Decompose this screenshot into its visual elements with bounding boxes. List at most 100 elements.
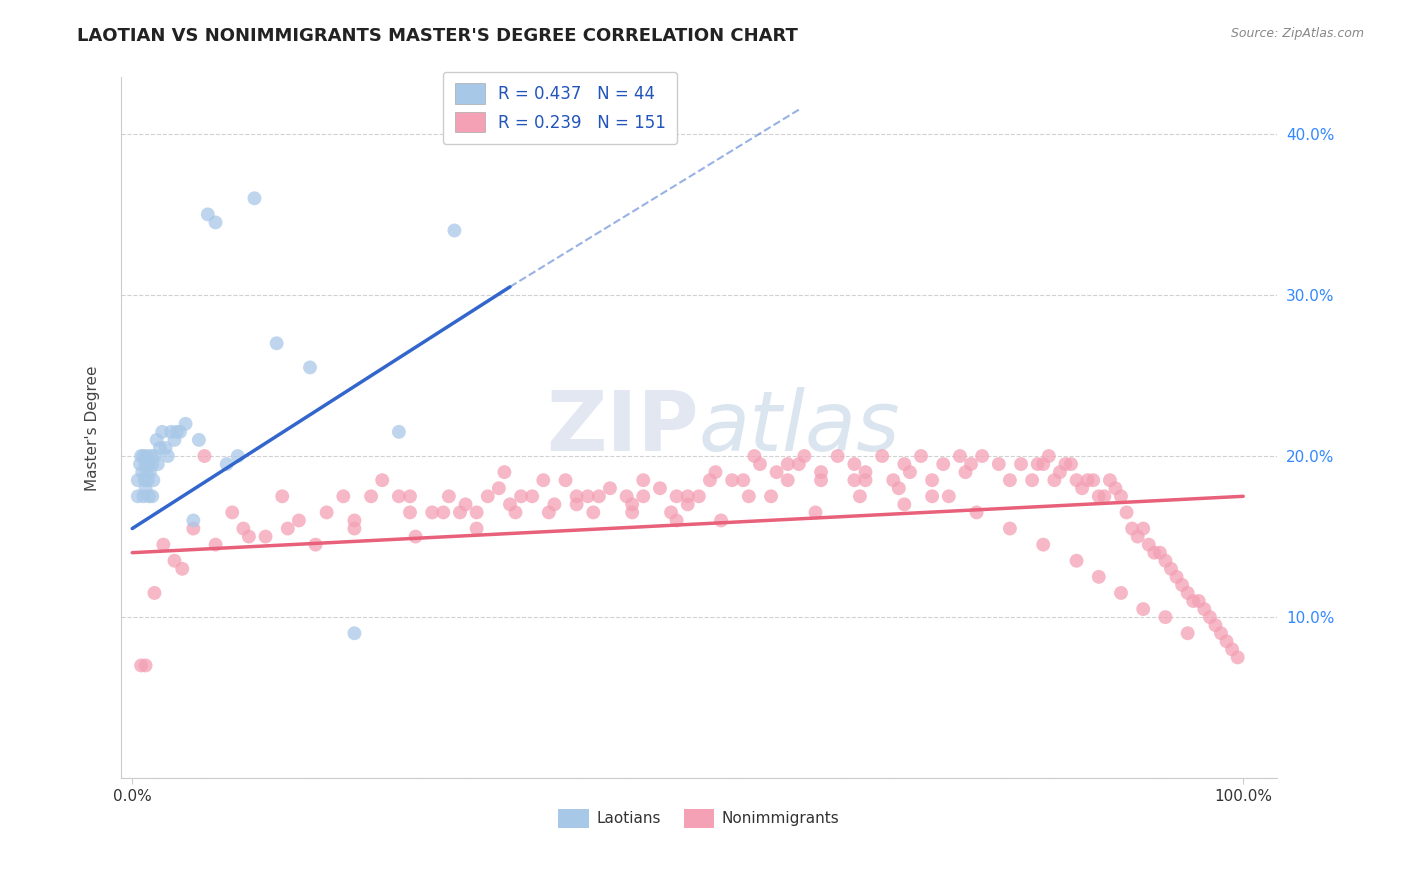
- Point: [748, 457, 770, 471]
- Point: [204, 538, 226, 552]
- Point: [1026, 457, 1049, 471]
- Point: [298, 360, 321, 375]
- Point: [150, 425, 173, 439]
- Point: [543, 497, 565, 511]
- Point: [221, 505, 243, 519]
- Point: [1154, 554, 1177, 568]
- Point: [254, 530, 277, 544]
- Point: [810, 473, 832, 487]
- Point: [420, 505, 443, 519]
- Point: [145, 433, 167, 447]
- Point: [193, 449, 215, 463]
- Point: [132, 449, 155, 463]
- Y-axis label: Master's Degree: Master's Degree: [86, 365, 100, 491]
- Point: [844, 457, 866, 471]
- Legend: Laotians, Nonimmigrants: Laotians, Nonimmigrants: [553, 803, 846, 834]
- Point: [921, 473, 943, 487]
- Point: [187, 433, 209, 447]
- Point: [1132, 522, 1154, 536]
- Point: [139, 449, 162, 463]
- Point: [271, 489, 294, 503]
- Point: [132, 489, 155, 503]
- Point: [135, 449, 157, 463]
- Point: [388, 425, 411, 439]
- Point: [887, 481, 910, 495]
- Point: [633, 473, 655, 487]
- Point: [172, 562, 194, 576]
- Point: [1032, 538, 1054, 552]
- Point: [1188, 594, 1211, 608]
- Point: [565, 489, 588, 503]
- Point: [288, 513, 311, 527]
- Point: [149, 441, 172, 455]
- Point: [160, 425, 183, 439]
- Point: [1010, 457, 1032, 471]
- Point: [648, 481, 671, 495]
- Point: [499, 497, 522, 511]
- Point: [1220, 642, 1243, 657]
- Point: [174, 417, 197, 431]
- Point: [163, 554, 186, 568]
- Point: [465, 505, 488, 519]
- Point: [554, 473, 576, 487]
- Point: [129, 658, 152, 673]
- Point: [616, 489, 638, 503]
- Point: [621, 497, 644, 511]
- Point: [226, 449, 249, 463]
- Point: [870, 449, 893, 463]
- Point: [1226, 650, 1249, 665]
- Point: [443, 223, 465, 237]
- Point: [522, 489, 544, 503]
- Point: [827, 449, 849, 463]
- Point: [765, 465, 787, 479]
- Point: [129, 449, 152, 463]
- Point: [793, 449, 815, 463]
- Point: [371, 473, 394, 487]
- Point: [1066, 473, 1088, 487]
- Point: [477, 489, 499, 503]
- Point: [432, 505, 454, 519]
- Point: [156, 449, 179, 463]
- Point: [449, 505, 471, 519]
- Point: [921, 489, 943, 503]
- Point: [1071, 481, 1094, 495]
- Point: [710, 513, 733, 527]
- Point: [576, 489, 599, 503]
- Point: [135, 658, 157, 673]
- Point: [972, 449, 994, 463]
- Point: [1060, 457, 1083, 471]
- Point: [1154, 610, 1177, 624]
- Point: [1121, 522, 1143, 536]
- Text: Source: ZipAtlas.com: Source: ZipAtlas.com: [1230, 27, 1364, 40]
- Point: [166, 425, 188, 439]
- Point: [1049, 465, 1071, 479]
- Point: [1166, 570, 1188, 584]
- Point: [893, 497, 915, 511]
- Text: atlas: atlas: [699, 387, 900, 468]
- Point: [744, 449, 766, 463]
- Point: [138, 457, 160, 471]
- Point: [1087, 570, 1109, 584]
- Point: [232, 522, 254, 536]
- Point: [183, 513, 205, 527]
- Point: [315, 505, 337, 519]
- Point: [1066, 554, 1088, 568]
- Point: [155, 441, 177, 455]
- Point: [932, 457, 955, 471]
- Point: [565, 497, 588, 511]
- Point: [1087, 489, 1109, 503]
- Point: [849, 489, 872, 503]
- Point: [1160, 562, 1182, 576]
- Point: [659, 505, 682, 519]
- Point: [1021, 473, 1043, 487]
- Point: [343, 626, 366, 640]
- Point: [621, 505, 644, 519]
- Point: [893, 457, 915, 471]
- Point: [143, 586, 166, 600]
- Point: [998, 522, 1021, 536]
- Point: [759, 489, 782, 503]
- Point: [197, 207, 219, 221]
- Point: [699, 473, 721, 487]
- Point: [882, 473, 904, 487]
- Point: [343, 522, 366, 536]
